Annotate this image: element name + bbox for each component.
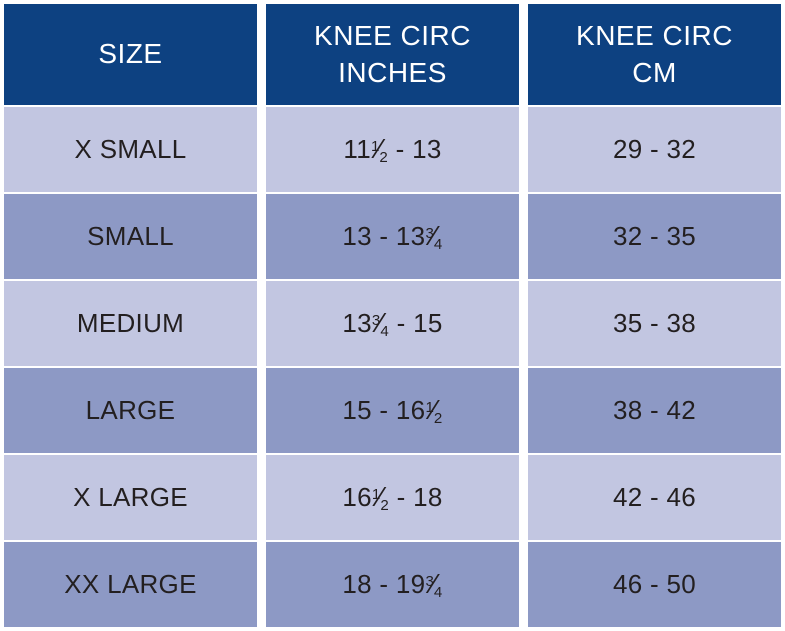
- cm-cell: 29 - 32: [528, 107, 781, 192]
- size-cell: LARGE: [4, 368, 257, 453]
- cm-value: 46 - 50: [612, 569, 697, 599]
- size-value: SMALL: [87, 221, 174, 251]
- cm-cell: 32 - 35: [528, 194, 781, 279]
- inches-cell: 111⁄2 - 13: [266, 107, 519, 192]
- header-label-cm-line1: KNEE CIRC: [576, 19, 733, 51]
- inches-value: 15 - 161⁄2: [342, 394, 443, 427]
- size-value: X SMALL: [74, 134, 187, 164]
- inches-cell: 13 - 133⁄4: [266, 194, 519, 279]
- cm-cell: 42 - 46: [528, 455, 781, 540]
- inches-value: 133⁄4 - 15: [342, 307, 443, 340]
- size-cell: SMALL: [4, 194, 257, 279]
- size-value: MEDIUM: [76, 308, 185, 338]
- header-cell-inches: KNEE CIRC INCHES: [266, 4, 519, 105]
- header-cell-size: SIZE: [4, 4, 257, 105]
- inches-cell: 133⁄4 - 15: [266, 281, 519, 366]
- size-cell: X LARGE: [4, 455, 257, 540]
- inches-cell: 18 - 193⁄4: [266, 542, 519, 627]
- size-value: X LARGE: [73, 482, 188, 512]
- size-cell: XX LARGE: [4, 542, 257, 627]
- cm-cell: 38 - 42: [528, 368, 781, 453]
- header-label-size: SIZE: [98, 38, 163, 70]
- inches-cell: 15 - 161⁄2: [266, 368, 519, 453]
- header-label-inches-line1: KNEE CIRC: [314, 19, 471, 51]
- header-label-cm-line2: CM: [632, 56, 677, 88]
- header-cell-cm: KNEE CIRC CM: [528, 4, 781, 105]
- inches-value: 111⁄2 - 13: [343, 133, 442, 166]
- inches-cell: 161⁄2 - 18: [266, 455, 519, 540]
- cm-value: 35 - 38: [612, 308, 697, 338]
- inches-value: 13 - 133⁄4: [342, 220, 443, 253]
- cm-cell: 35 - 38: [528, 281, 781, 366]
- size-cell: X SMALL: [4, 107, 257, 192]
- size-value: LARGE: [85, 395, 176, 425]
- header-label-inches-line2: INCHES: [338, 56, 447, 88]
- inches-value: 18 - 193⁄4: [342, 568, 443, 601]
- cm-value: 32 - 35: [612, 221, 697, 251]
- cm-value: 29 - 32: [612, 134, 697, 164]
- size-value: XX LARGE: [64, 569, 197, 599]
- cm-value: 42 - 46: [612, 482, 697, 512]
- cm-value: 38 - 42: [612, 395, 697, 425]
- cm-cell: 46 - 50: [528, 542, 781, 627]
- inches-value: 161⁄2 - 18: [342, 481, 443, 514]
- size-cell: MEDIUM: [4, 281, 257, 366]
- size-chart-table: SIZE KNEE CIRC INCHES KNEE CIRC CM X SMA…: [4, 4, 781, 627]
